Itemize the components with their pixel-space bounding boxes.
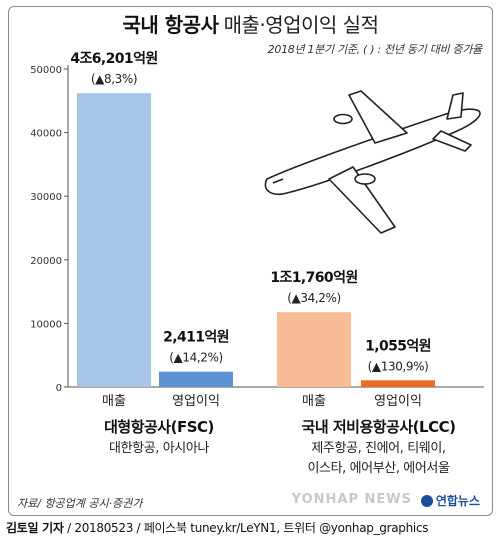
bar	[159, 371, 233, 387]
y-tick-label: 50000	[30, 65, 62, 76]
credit-name: 김토일 기자	[6, 521, 64, 535]
logo-text: 연합뉴스	[435, 494, 480, 508]
airplane-icon	[264, 90, 481, 234]
bar-growth-label: (▲8,3%)	[91, 72, 137, 86]
group-fsc-members: 대한항공, 아시아나	[109, 441, 209, 456]
credit-rest: / 20180523 / 페이스북 tuney.kr/LeYN1, 트위터 @y…	[63, 521, 429, 535]
x-category-label: 매출	[102, 394, 126, 409]
yonhap-logo-icon	[420, 495, 433, 507]
group-lcc-members-line1: 제주항공, 진에어, 티웨이,	[311, 441, 446, 456]
infographic-frame: 국내 항공사 매출·영업이익 실적 2018년 1분기 기준, ( ) : 전년…	[8, 6, 493, 516]
bar-growth-label: (▲34,2%)	[287, 291, 341, 305]
x-category-label: 영업이익	[374, 394, 422, 409]
group-fsc-name: 대형항공사(FSC)	[104, 418, 214, 436]
y-tick-label: 30000	[30, 192, 62, 203]
bar-chart: 0 10000 20000 30000 40000 50000 4조6,201억원 (▲8,…	[30, 51, 484, 409]
bar-growth-label: (▲14,2%)	[169, 351, 223, 365]
y-tick-label: 0	[56, 383, 62, 394]
y-tick-label: 20000	[30, 256, 62, 267]
bar	[361, 380, 435, 387]
title-light: 매출·영업이익 실적	[223, 13, 379, 37]
bar-value-label: 1,055억원	[365, 338, 431, 354]
y-tick-label: 40000	[30, 129, 62, 140]
source-note: 자료/ 항공업계 공시·증권가	[17, 497, 143, 510]
credit-line: 김토일 기자 / 20180523 / 페이스북 tuney.kr/LeYN1,…	[6, 519, 429, 536]
bar	[277, 312, 351, 387]
bar-value-label: 4조6,201억원	[70, 51, 157, 67]
yonhap-logo: 연합뉴스	[420, 492, 480, 509]
bar-labels: 4조6,201억원 (▲8,3%) 매출 2,411억원 (▲14,2%) 영업이익 1조1…	[70, 51, 431, 409]
group-lcc-members-line2: 이스타, 에어부산, 에어서울	[307, 461, 450, 476]
group-lcc-name: 국내 저비용항공사(LCC)	[301, 418, 456, 436]
y-tick-label: 10000	[30, 319, 62, 330]
x-category-label: 영업이익	[172, 394, 220, 409]
chart-title: 국내 항공사 매출·영업이익 실적	[9, 9, 492, 38]
bar-growth-label: (▲130,9%)	[368, 359, 429, 373]
chart-note: 2018년 1분기 기준, ( ) : 전년 동기 대비 증가율	[267, 43, 483, 56]
title-bold: 국내 항공사	[122, 13, 219, 37]
x-category-label: 매출	[302, 394, 326, 409]
watermark: YONHAP NEWS	[291, 492, 412, 507]
bar	[77, 93, 151, 388]
bar-value-label: 2,411억원	[163, 330, 229, 346]
bars	[77, 93, 435, 388]
bar-value-label: 1조1,760억원	[270, 270, 357, 286]
